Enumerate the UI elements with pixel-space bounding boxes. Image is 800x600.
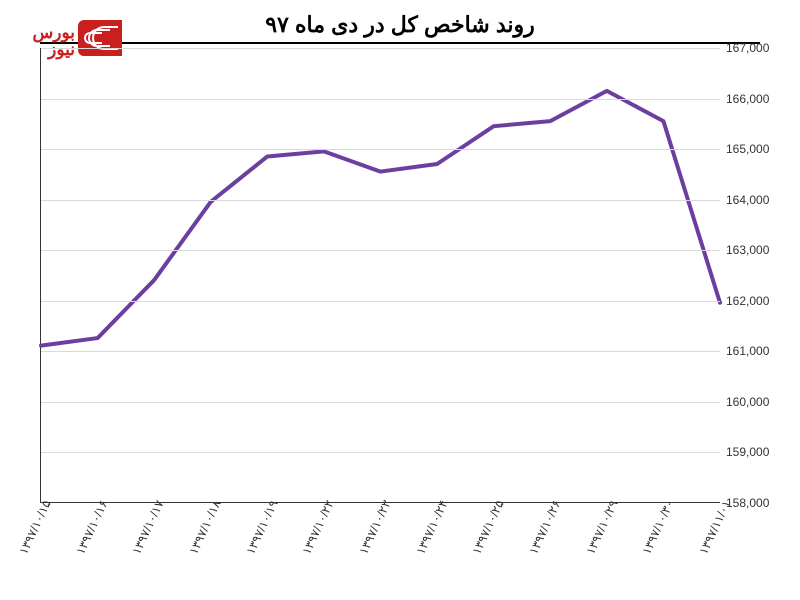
x-axis-label: ۱۳۹۷/۱۰/۱۵ bbox=[16, 498, 53, 557]
gridline bbox=[41, 48, 720, 49]
y-axis-label: 166,000 bbox=[726, 92, 784, 106]
x-axis-label: ۱۳۹۷/۱۰/۱۹ bbox=[243, 498, 280, 557]
x-axis-label: ۱۳۹۷/۱۱/۰۱ bbox=[696, 498, 733, 557]
x-axis-label: ۱۳۹۷/۱۰/۳۰ bbox=[640, 498, 677, 557]
y-axis-label: 159,000 bbox=[726, 445, 784, 459]
x-axis-label: ۱۳۹۷/۱۰/۲۹ bbox=[583, 498, 620, 557]
y-axis-label: 160,000 bbox=[726, 395, 784, 409]
gridline bbox=[41, 200, 720, 201]
x-axis-label: ۱۳۹۷/۱۰/۲۲ bbox=[300, 498, 337, 557]
chart-container: روند شاخص کل در دی ماه ۹۷ بورس نیوز 158,… bbox=[0, 0, 800, 600]
gridline bbox=[41, 301, 720, 302]
x-axis-label: ۱۳۹۷/۱۰/۲۵ bbox=[470, 498, 507, 557]
logo-arc-icon bbox=[82, 26, 118, 50]
x-axis-label: ۱۳۹۷/۱۰/۲۳ bbox=[356, 498, 393, 557]
gridline bbox=[41, 250, 720, 251]
x-axis-label: ۱۳۹۷/۱۰/۱۷ bbox=[130, 498, 167, 557]
gridline bbox=[41, 149, 720, 150]
x-axis-label: ۱۳۹۷/۱۰/۲۶ bbox=[526, 498, 563, 557]
plot-area: 158,000159,000160,000161,000162,000163,0… bbox=[40, 48, 720, 503]
gridline bbox=[41, 99, 720, 100]
gridline bbox=[41, 452, 720, 453]
gridline bbox=[41, 351, 720, 352]
line-chart-svg bbox=[41, 48, 720, 502]
gridline bbox=[41, 402, 720, 403]
y-axis-label: 161,000 bbox=[726, 344, 784, 358]
y-axis-label: 167,000 bbox=[726, 41, 784, 55]
x-axis-label: ۱۳۹۷/۱۰/۱۶ bbox=[73, 498, 110, 557]
x-axis-label: ۱۳۹۷/۱۰/۲۴ bbox=[413, 498, 450, 557]
x-axis-label: ۱۳۹۷/۱۰/۱۸ bbox=[186, 498, 223, 557]
y-axis-label: 162,000 bbox=[726, 294, 784, 308]
y-axis-label: 163,000 bbox=[726, 243, 784, 257]
title-underline bbox=[40, 42, 760, 44]
y-axis-label: 164,000 bbox=[726, 193, 784, 207]
y-axis-label: 158,000 bbox=[726, 496, 784, 510]
y-axis-label: 165,000 bbox=[726, 142, 784, 156]
